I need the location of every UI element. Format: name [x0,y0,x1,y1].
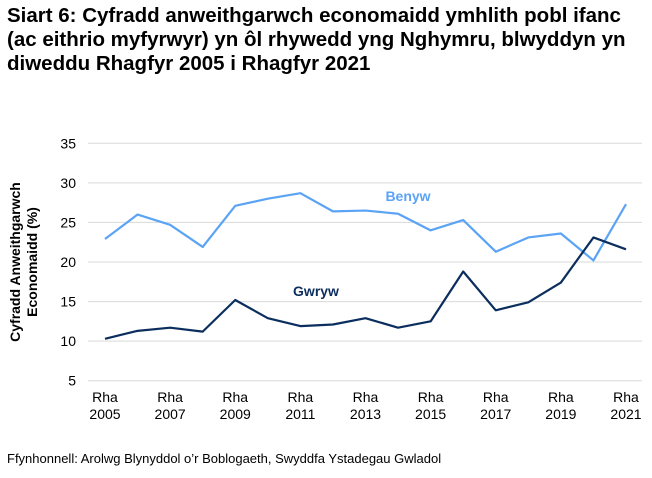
y-tick-label: 20 [60,254,76,270]
x-tick-label-line2: 2005 [89,406,120,422]
y-tick-label: 5 [68,373,76,389]
chart-title: Siart 6: Cyfradd anweithgarwch economaid… [7,4,626,75]
x-tick-label-line2: 2017 [480,406,511,422]
x-tick-label-line2: 2013 [350,406,381,422]
y-tick-label: 15 [60,294,76,310]
x-tick-label-line2: 2009 [220,406,251,422]
x-tick-label-line1: Rha [483,389,509,405]
x-tick-label-line2: 2019 [545,406,576,422]
x-tick-label-line1: Rha [157,389,183,405]
x-tick-label-line1: Rha [353,389,379,405]
y-axis-label-line: Economaidd (%) [24,207,40,317]
y-tick-label: 30 [60,175,76,191]
y-axis-label: Cyfradd AnweithgarwchEconomaidd (%) [7,182,40,342]
x-tick-label-line2: 2015 [415,406,446,422]
series-label-benyw: Benyw [385,188,430,204]
x-tick-label-line1: Rha [548,389,574,405]
x-tick-label-line1: Rha [418,389,444,405]
x-tick-label-line2: 2021 [610,406,641,422]
x-tick-label-line1: Rha [92,389,118,405]
x-tick-label-line1: Rha [288,389,314,405]
y-tick-label: 35 [60,135,76,151]
x-tick-label-line1: Rha [222,389,248,405]
x-tick-label-line1: Rha [613,389,639,405]
series-line-gwryw [104,236,627,340]
y-axis-label-line: Cyfradd Anweithgarwch [7,182,23,342]
x-tick-label-line2: 2011 [285,406,315,422]
y-tick-label: 25 [60,214,76,230]
series-label-gwryw: Gwryw [293,283,339,299]
x-tick-label-line2: 2007 [155,406,186,422]
series-line-benyw [104,192,627,262]
y-tick-label: 10 [60,333,76,349]
source-note: Ffynhonnell: Arolwg Blynyddol o’r Boblog… [7,451,442,466]
